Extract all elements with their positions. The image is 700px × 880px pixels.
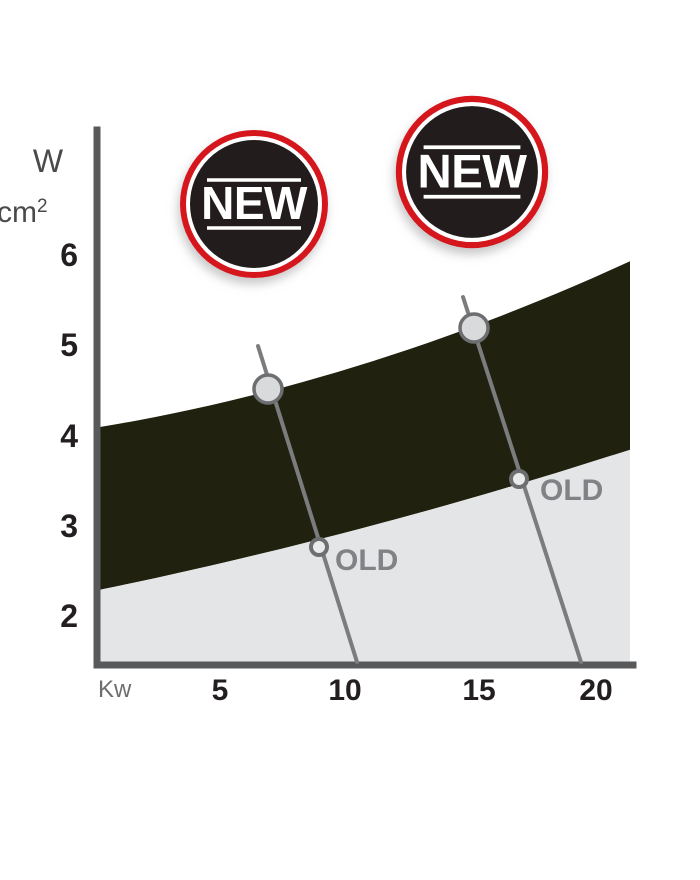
svg-text:OLD: OLD	[335, 544, 398, 577]
svg-text:10: 10	[328, 674, 361, 707]
svg-text:cm2: cm2	[0, 196, 48, 229]
svg-text:4: 4	[60, 418, 78, 454]
svg-text:W: W	[33, 143, 64, 179]
svg-text:OLD: OLD	[540, 474, 603, 507]
svg-text:2: 2	[60, 598, 78, 634]
svg-text:15: 15	[462, 674, 495, 707]
svg-text:5: 5	[212, 674, 229, 707]
svg-text:3: 3	[60, 508, 78, 544]
svg-text:Kw: Kw	[98, 676, 132, 703]
svg-text:20: 20	[579, 674, 612, 707]
svg-text:5: 5	[60, 327, 78, 363]
svg-text:6: 6	[60, 237, 78, 273]
